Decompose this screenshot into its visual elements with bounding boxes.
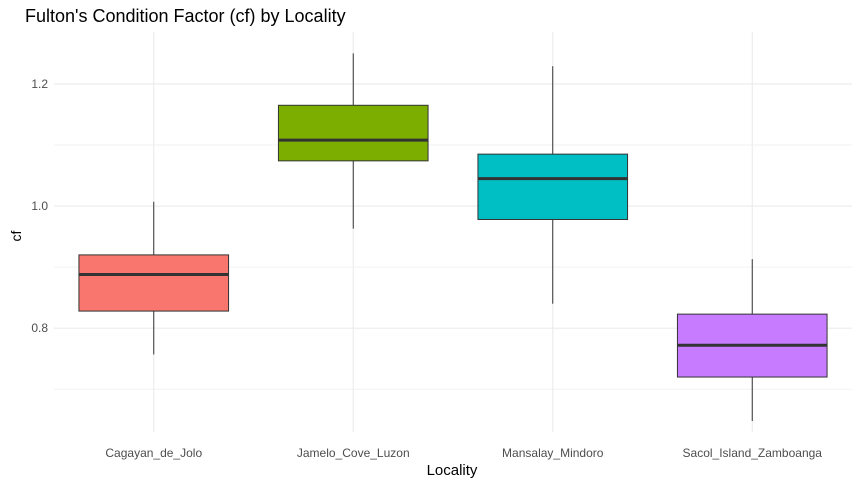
x-tick-label: Cagayan_de_Jolo: [105, 446, 202, 460]
chart-title: Fulton's Condition Factor (cf) by Locali…: [25, 6, 346, 26]
x-tick-label: Jamelo_Cove_Luzon: [297, 446, 410, 460]
x-tick-label: Mansalay_Mindoro: [502, 446, 604, 460]
y-tick-label: 1.2: [31, 77, 48, 91]
y-tick-label: 0.8: [31, 321, 48, 335]
y-tick-label: 1.0: [31, 199, 48, 213]
box-mansalay-mindoro: [477, 153, 629, 220]
x-tick-label: Sacol_Island_Zamboanga: [683, 446, 823, 460]
box-cagayan-de-jolo: [78, 254, 230, 312]
label-layer: 0.8 1.0 1.2 Cagayan_de_Jolo Jamelo_Cove_Luzo…: [31, 77, 822, 460]
box-layer: [78, 53, 828, 422]
y-axis-title: cf: [8, 230, 24, 242]
box-jamelo-cove-luzon: [277, 104, 429, 162]
x-axis-title: Locality: [426, 462, 478, 479]
